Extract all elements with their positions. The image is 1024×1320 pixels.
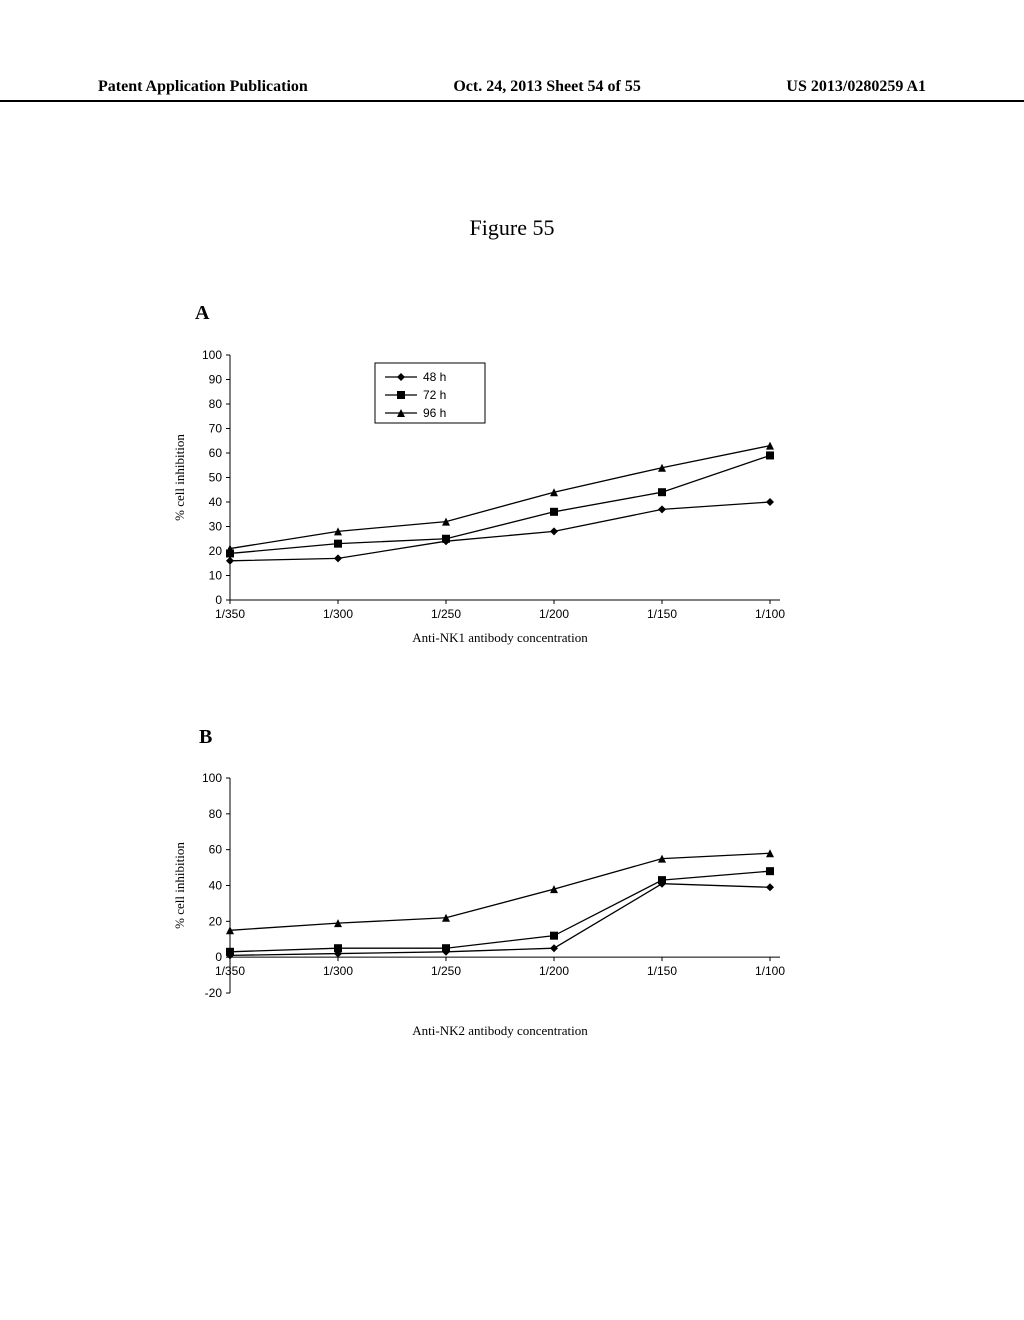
- svg-text:90: 90: [209, 373, 223, 387]
- svg-text:0: 0: [215, 950, 222, 964]
- svg-text:1/200: 1/200: [539, 964, 569, 978]
- svg-text:10: 10: [209, 569, 223, 583]
- svg-text:72 h: 72 h: [423, 388, 446, 402]
- panel-label-b: B: [199, 726, 212, 749]
- svg-text:80: 80: [209, 397, 223, 411]
- header-right: US 2013/0280259 A1: [786, 78, 926, 96]
- svg-text:1/150: 1/150: [647, 607, 677, 621]
- svg-text:70: 70: [209, 422, 223, 436]
- svg-text:Anti-NK2 antibody concentratio: Anti-NK2 antibody concentration: [412, 1023, 588, 1038]
- svg-text:Anti-NK1 antibody concentratio: Anti-NK1 antibody concentration: [412, 630, 588, 645]
- page-header: Patent Application Publication Oct. 24, …: [0, 78, 1024, 102]
- svg-text:% cell inhibition: % cell inhibition: [172, 842, 187, 929]
- svg-text:1/250: 1/250: [431, 964, 461, 978]
- chart-a: 0 10 20 30 40 50 60 70 80 90 100 1/350 1/300 1/250 1/2…: [160, 335, 790, 655]
- svg-text:40: 40: [209, 495, 223, 509]
- svg-text:40: 40: [209, 879, 223, 893]
- svg-text:20: 20: [209, 544, 223, 558]
- figure-title: Figure 55: [0, 215, 1024, 241]
- svg-text:-20: -20: [205, 986, 223, 1000]
- svg-text:1/150: 1/150: [647, 964, 677, 978]
- svg-text:0: 0: [215, 593, 222, 607]
- svg-text:1/100: 1/100: [755, 607, 785, 621]
- svg-text:1/300: 1/300: [323, 607, 353, 621]
- svg-text:1/200: 1/200: [539, 607, 569, 621]
- svg-text:20: 20: [209, 914, 223, 928]
- svg-text:1/350: 1/350: [215, 607, 245, 621]
- panel-label-a: A: [195, 302, 209, 325]
- svg-text:% cell inhibition: % cell inhibition: [172, 434, 187, 521]
- svg-text:1/300: 1/300: [323, 964, 353, 978]
- header-left: Patent Application Publication: [98, 78, 308, 96]
- header-center: Oct. 24, 2013 Sheet 54 of 55: [453, 78, 641, 96]
- svg-text:100: 100: [202, 348, 222, 362]
- svg-text:48 h: 48 h: [423, 370, 446, 384]
- svg-text:1/250: 1/250: [431, 607, 461, 621]
- svg-text:100: 100: [202, 771, 222, 785]
- svg-text:30: 30: [209, 520, 223, 534]
- svg-text:50: 50: [209, 471, 223, 485]
- svg-text:1/350: 1/350: [215, 964, 245, 978]
- svg-text:96 h: 96 h: [423, 406, 446, 420]
- svg-text:80: 80: [209, 807, 223, 821]
- svg-text:1/100: 1/100: [755, 964, 785, 978]
- chart-b: -20 0 20 40 60 80 100 1/350 1/300 1/250 1/200 1/150…: [160, 758, 790, 1048]
- svg-text:60: 60: [209, 843, 223, 857]
- svg-text:60: 60: [209, 446, 223, 460]
